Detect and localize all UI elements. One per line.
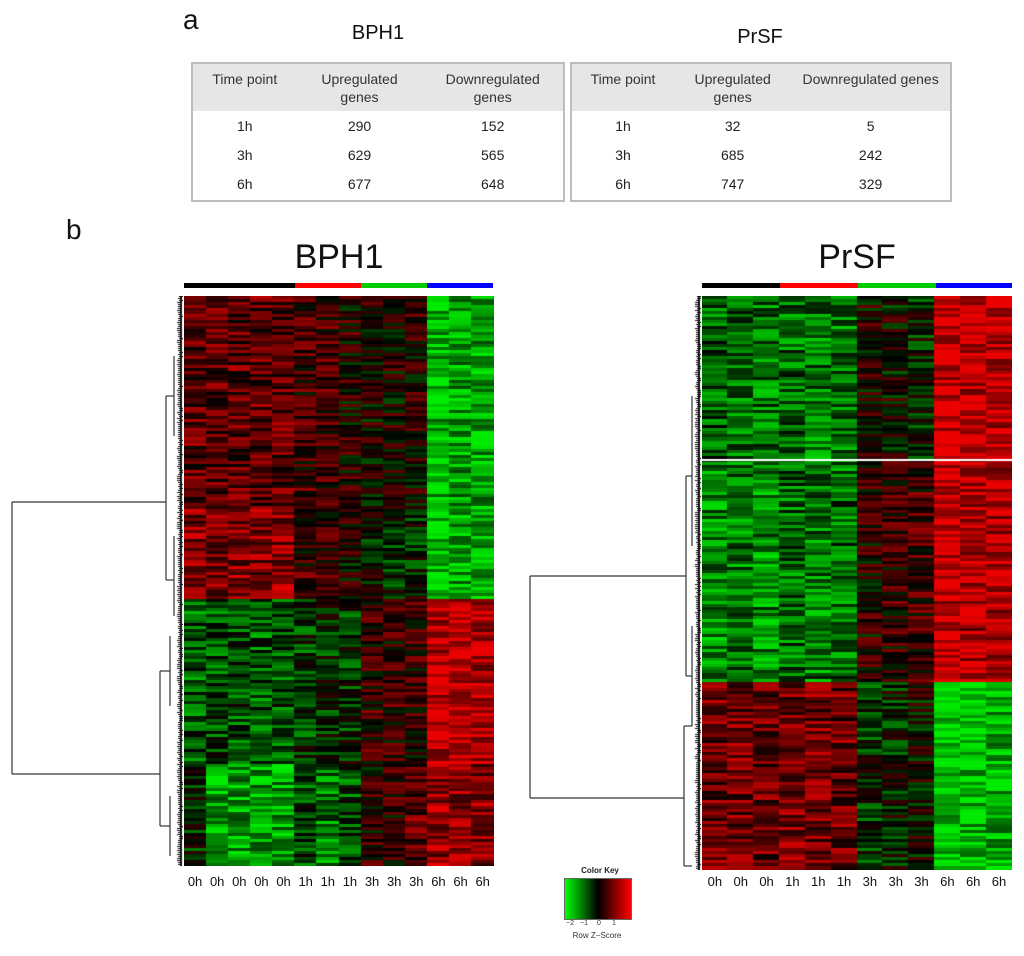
cell-time: 6h bbox=[237, 175, 253, 192]
color-key-tick: 1 bbox=[612, 920, 616, 927]
column-label: 1h bbox=[342, 874, 358, 889]
column-label: 1h bbox=[785, 874, 800, 889]
group-bar-0h bbox=[702, 283, 780, 288]
dendrogram-prsf bbox=[529, 396, 693, 867]
header-upregulated: Upregulated genes bbox=[674, 64, 792, 111]
column-label: 1h bbox=[810, 874, 826, 889]
row-ticks-prsf bbox=[693, 296, 701, 870]
header-downregulated: Downregulated genes bbox=[791, 64, 950, 111]
group-bar-1h bbox=[295, 283, 361, 288]
column-label: 0h bbox=[209, 874, 225, 889]
dendrogram-bph1 bbox=[11, 356, 175, 856]
column-label: 6h bbox=[431, 874, 446, 889]
cell-time: 6h bbox=[615, 175, 631, 192]
cell-down: 329 bbox=[858, 175, 883, 192]
cell-up: 677 bbox=[347, 175, 372, 192]
column-label: 0h bbox=[276, 874, 291, 889]
column-label: 3h bbox=[386, 874, 402, 889]
header-upregulated: Upregulated genes bbox=[296, 64, 423, 111]
cell-up: 747 bbox=[720, 175, 745, 192]
row-ticks-bph1 bbox=[175, 296, 183, 866]
table-prsf: Time point Upregulated genes Downregulat… bbox=[570, 62, 952, 202]
cell-down: 242 bbox=[858, 146, 883, 163]
column-labels-prsf: 0h 0h 0h 1h 1h 1h 3h 3h 3h 6h 6h 6h bbox=[702, 874, 1012, 889]
table-row: 1h 290 152 bbox=[193, 111, 563, 140]
group-bar-3h bbox=[361, 283, 427, 288]
color-key-title: Color Key bbox=[581, 866, 619, 875]
group-bar-1h bbox=[780, 283, 858, 288]
header-time-point: Time point bbox=[572, 64, 675, 111]
column-label: 3h bbox=[914, 874, 929, 889]
table-row: 1h 32 5 bbox=[572, 111, 950, 140]
group-bar-0h bbox=[184, 283, 295, 288]
group-bar-6h bbox=[427, 283, 493, 288]
cell-time: 1h bbox=[615, 117, 631, 134]
cell-up: 685 bbox=[720, 146, 745, 163]
table-title-prsf: PrSF bbox=[737, 26, 783, 48]
column-label: 0h bbox=[187, 874, 203, 889]
column-label: 3h bbox=[409, 874, 424, 889]
color-key-tick: −1 bbox=[580, 920, 588, 927]
cell-down: 152 bbox=[481, 117, 505, 134]
cell-time: 1h bbox=[237, 117, 253, 134]
cell-down: 648 bbox=[481, 175, 505, 192]
color-key-gradient bbox=[564, 878, 632, 920]
column-label: 3h bbox=[862, 874, 878, 889]
panel-b-letter: b bbox=[66, 214, 82, 245]
table-bph1: Time point Upregulated genes Downregulat… bbox=[191, 62, 565, 202]
cell-time: 3h bbox=[237, 146, 253, 163]
cell-up: 629 bbox=[347, 146, 372, 163]
column-label: 0h bbox=[254, 874, 269, 889]
color-key-label: Row Z−Score bbox=[572, 931, 622, 940]
table-title-bph1: BPH1 bbox=[351, 22, 405, 44]
group-bar-6h bbox=[936, 283, 1012, 288]
group-bar-3h bbox=[858, 283, 936, 288]
table-row: 6h 747 329 bbox=[572, 169, 950, 198]
panel-a-letter: a bbox=[183, 4, 199, 35]
column-label: 1h bbox=[298, 874, 313, 889]
color-key-tick: −2 bbox=[566, 920, 574, 927]
column-label: 0h bbox=[733, 874, 748, 889]
cell-down: 5 bbox=[866, 117, 875, 134]
column-label: 1h bbox=[320, 874, 336, 889]
column-labels-bph1: 0h 0h 0h 0h 0h 1h 1h 1h 3h 3h 3h 6h 6h 6… bbox=[184, 874, 494, 889]
cell-time: 3h bbox=[615, 146, 631, 163]
table-row: 3h 629 565 bbox=[193, 140, 563, 169]
column-label: 6h bbox=[965, 874, 981, 889]
column-label: 0h bbox=[759, 874, 774, 889]
heatmap-title-bph1: BPH1 bbox=[294, 238, 384, 276]
header-downregulated: Downregulated genes bbox=[422, 64, 563, 111]
heatmap-prsf bbox=[702, 296, 1012, 870]
cell-up: 32 bbox=[724, 117, 741, 134]
cell-up: 290 bbox=[347, 117, 372, 134]
column-label: 3h bbox=[364, 874, 380, 889]
column-label: 0h bbox=[707, 874, 723, 889]
column-label: 6h bbox=[475, 874, 490, 889]
column-label: 0h bbox=[232, 874, 247, 889]
column-label: 6h bbox=[940, 874, 955, 889]
heatmap-bph1 bbox=[184, 296, 494, 866]
table-row: 3h 685 242 bbox=[572, 140, 950, 169]
heatmap-title-prsf: PrSF bbox=[818, 238, 896, 276]
header-time-point: Time point bbox=[193, 64, 297, 111]
column-label: 1h bbox=[836, 874, 852, 889]
column-label: 3h bbox=[888, 874, 903, 889]
column-label: 6h bbox=[453, 874, 468, 889]
column-label: 6h bbox=[991, 874, 1007, 889]
table-row: 6h 677 648 bbox=[193, 169, 563, 198]
color-key-tick: 0 bbox=[597, 920, 601, 927]
cell-down: 565 bbox=[481, 146, 505, 163]
color-key: Color Key −2 −1 0 1 Row Z−Score bbox=[562, 866, 632, 946]
